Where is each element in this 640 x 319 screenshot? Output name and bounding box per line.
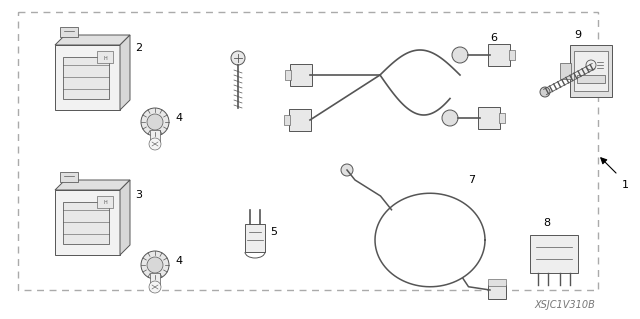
Circle shape	[141, 108, 169, 136]
Circle shape	[452, 47, 468, 63]
Circle shape	[141, 251, 169, 279]
FancyBboxPatch shape	[478, 107, 500, 129]
FancyBboxPatch shape	[509, 50, 515, 60]
Text: 4: 4	[175, 113, 182, 123]
FancyBboxPatch shape	[150, 130, 160, 144]
Text: XSJC1V310B: XSJC1V310B	[534, 300, 595, 310]
FancyBboxPatch shape	[570, 45, 612, 97]
Circle shape	[341, 164, 353, 176]
Circle shape	[540, 87, 550, 97]
FancyBboxPatch shape	[289, 109, 311, 131]
FancyBboxPatch shape	[499, 113, 505, 123]
FancyBboxPatch shape	[530, 235, 578, 273]
Circle shape	[231, 51, 245, 65]
FancyBboxPatch shape	[577, 75, 605, 83]
Text: H: H	[103, 201, 107, 205]
Circle shape	[149, 281, 161, 293]
Text: H: H	[103, 56, 107, 61]
Circle shape	[147, 257, 163, 273]
Text: 7: 7	[468, 175, 475, 185]
Text: 1: 1	[622, 180, 629, 190]
FancyBboxPatch shape	[284, 115, 290, 125]
Text: 8: 8	[543, 218, 550, 228]
Polygon shape	[55, 45, 120, 110]
FancyBboxPatch shape	[97, 196, 113, 208]
FancyBboxPatch shape	[97, 51, 113, 63]
Polygon shape	[120, 35, 130, 110]
FancyBboxPatch shape	[63, 202, 109, 244]
FancyBboxPatch shape	[63, 57, 109, 99]
FancyBboxPatch shape	[488, 279, 506, 286]
Polygon shape	[55, 35, 130, 45]
FancyBboxPatch shape	[285, 70, 291, 80]
FancyBboxPatch shape	[245, 224, 265, 252]
Circle shape	[149, 138, 161, 150]
FancyBboxPatch shape	[60, 172, 78, 182]
Text: 2: 2	[135, 43, 142, 53]
Polygon shape	[55, 180, 130, 190]
FancyBboxPatch shape	[574, 51, 608, 91]
FancyBboxPatch shape	[150, 273, 160, 287]
FancyBboxPatch shape	[560, 63, 571, 79]
Text: 6: 6	[490, 33, 497, 43]
Polygon shape	[120, 180, 130, 255]
FancyBboxPatch shape	[60, 27, 78, 37]
Polygon shape	[55, 190, 120, 255]
FancyBboxPatch shape	[488, 44, 510, 66]
Circle shape	[147, 114, 163, 130]
FancyBboxPatch shape	[290, 64, 312, 86]
Text: 4: 4	[175, 256, 182, 266]
Text: 3: 3	[135, 190, 142, 200]
Text: 5: 5	[270, 227, 277, 237]
FancyBboxPatch shape	[488, 285, 506, 299]
Circle shape	[442, 110, 458, 126]
Text: 9: 9	[574, 30, 581, 40]
